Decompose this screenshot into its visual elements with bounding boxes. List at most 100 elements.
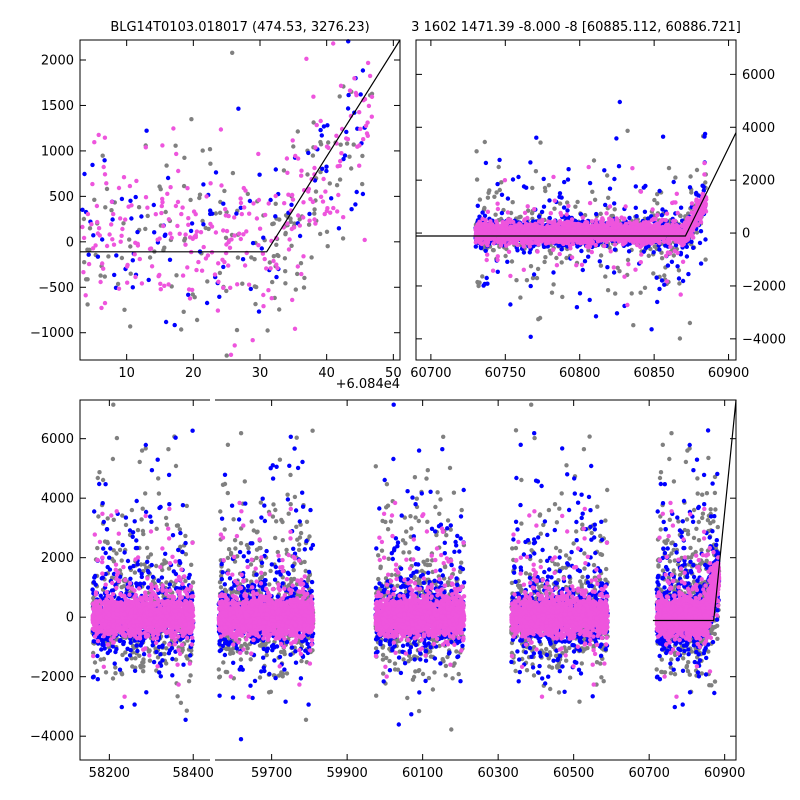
x-tick-label: 10 bbox=[118, 366, 135, 381]
data-point bbox=[130, 258, 135, 263]
data-point bbox=[534, 236, 539, 242]
data-point bbox=[304, 56, 309, 61]
data-point bbox=[680, 259, 686, 264]
data-point bbox=[125, 262, 130, 268]
series-808080 bbox=[81, 50, 375, 358]
data-point bbox=[675, 210, 680, 216]
data-point bbox=[313, 145, 318, 150]
data-point bbox=[102, 172, 108, 177]
data-point bbox=[175, 199, 181, 205]
data-point bbox=[127, 183, 133, 189]
series-0000ff bbox=[80, 39, 367, 328]
data-point bbox=[297, 223, 302, 228]
data-point bbox=[299, 173, 304, 178]
data-point bbox=[238, 236, 243, 242]
data-point bbox=[517, 215, 522, 220]
data-point bbox=[360, 68, 366, 73]
data-point bbox=[234, 327, 240, 333]
data-point bbox=[541, 237, 546, 243]
data-point bbox=[625, 228, 631, 234]
data-point bbox=[82, 171, 87, 177]
data-point bbox=[221, 285, 226, 290]
data-point bbox=[325, 123, 330, 128]
x-tick-label: 60800 bbox=[559, 366, 600, 381]
data-point bbox=[587, 297, 592, 303]
data-point bbox=[104, 243, 110, 249]
data-point bbox=[665, 240, 671, 245]
data-point bbox=[322, 211, 327, 217]
data-point bbox=[592, 231, 597, 236]
data-point bbox=[612, 221, 617, 226]
data-point bbox=[613, 291, 618, 296]
data-point bbox=[589, 219, 595, 224]
data-point bbox=[495, 254, 500, 259]
data-point bbox=[638, 260, 643, 265]
data-point bbox=[525, 204, 530, 209]
data-point bbox=[597, 259, 602, 264]
data-point bbox=[698, 261, 704, 266]
data-point bbox=[482, 139, 487, 145]
data-point bbox=[199, 268, 205, 273]
data-point bbox=[218, 127, 224, 132]
data-point bbox=[301, 254, 306, 259]
data-point bbox=[593, 314, 599, 319]
data-point bbox=[230, 170, 236, 176]
data-point bbox=[128, 198, 133, 203]
data-point bbox=[216, 279, 221, 284]
data-point bbox=[626, 249, 632, 254]
data-point bbox=[482, 205, 487, 211]
data-point bbox=[505, 259, 510, 264]
data-point bbox=[186, 222, 191, 227]
data-point bbox=[143, 491, 148, 496]
x-tick-label: 60850 bbox=[633, 366, 674, 381]
top-right-title: 3 1602 1471.39 -8.000 -8 [60885.112, 608… bbox=[411, 20, 741, 35]
data-point bbox=[566, 203, 571, 209]
data-point bbox=[611, 265, 616, 270]
data-point bbox=[633, 267, 638, 272]
data-point bbox=[577, 291, 583, 296]
data-point bbox=[136, 205, 142, 210]
data-point bbox=[645, 240, 650, 245]
top-left-x-offset: +6.084e4 bbox=[336, 377, 400, 392]
data-point bbox=[129, 216, 134, 221]
data-point bbox=[360, 153, 365, 159]
data-point bbox=[283, 232, 288, 237]
data-point bbox=[533, 169, 539, 174]
data-point bbox=[245, 191, 250, 197]
data-point bbox=[253, 301, 258, 307]
data-point bbox=[172, 322, 177, 328]
data-point bbox=[324, 229, 330, 234]
data-point bbox=[657, 188, 662, 194]
data-point bbox=[145, 213, 150, 219]
data-point bbox=[477, 197, 483, 202]
data-point bbox=[547, 198, 552, 203]
data-point bbox=[612, 201, 617, 206]
data-point bbox=[685, 220, 691, 225]
data-point bbox=[524, 222, 529, 227]
data-point bbox=[165, 191, 170, 196]
data-point bbox=[541, 176, 546, 182]
data-point bbox=[521, 244, 527, 249]
data-point bbox=[168, 185, 173, 190]
data-point bbox=[169, 235, 174, 240]
data-point bbox=[287, 237, 292, 242]
data-point bbox=[191, 209, 197, 214]
data-point bbox=[267, 260, 272, 265]
top-left-points bbox=[80, 39, 375, 358]
data-point bbox=[240, 281, 245, 286]
data-point bbox=[293, 287, 298, 292]
y-tick-label: −4000 bbox=[742, 332, 786, 347]
data-point bbox=[135, 229, 140, 235]
data-point bbox=[273, 193, 278, 199]
data-point bbox=[92, 197, 97, 202]
data-point bbox=[182, 155, 187, 160]
series-808080 bbox=[90, 402, 722, 732]
data-point bbox=[313, 189, 319, 194]
data-point bbox=[114, 253, 119, 258]
data-point bbox=[535, 266, 541, 272]
data-point bbox=[147, 255, 153, 260]
data-point bbox=[149, 264, 155, 269]
data-point bbox=[625, 257, 631, 263]
data-point bbox=[299, 168, 304, 173]
data-point bbox=[564, 255, 569, 261]
